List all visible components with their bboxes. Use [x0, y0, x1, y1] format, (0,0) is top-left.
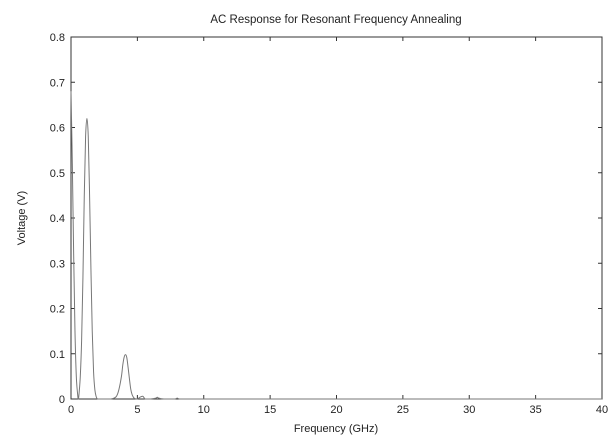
y-axis-label: Voltage (V) [16, 191, 28, 245]
x-tick-label: 20 [330, 404, 342, 416]
x-axis: 0 5 10 15 20 25 30 35 40 [68, 37, 608, 416]
y-tick-label: 0.3 [50, 258, 65, 270]
y-tick-label: 0.8 [50, 32, 65, 44]
y-tick-label: 0.6 [50, 123, 65, 135]
y-axis: 0 0.1 0.2 0.3 0.4 0.5 0.6 0.7 0.8 [50, 32, 602, 406]
y-tick-label: 0.1 [50, 349, 65, 361]
x-tick-label: 0 [68, 404, 74, 416]
series-layer [70, 91, 602, 400]
x-tick-label: 10 [198, 404, 210, 416]
x-tick-label: 5 [134, 404, 140, 416]
y-tick-label: 0.5 [50, 168, 65, 180]
y-tick-label: 0.4 [50, 213, 65, 225]
y-tick-label: 0.2 [50, 304, 65, 316]
x-tick-label: 30 [463, 404, 475, 416]
x-tick-label: 35 [530, 404, 542, 416]
y-tick-label: 0 [59, 394, 65, 406]
x-tick-label: 15 [264, 404, 276, 416]
series-line [70, 91, 602, 400]
y-tick-label: 0.7 [50, 77, 65, 89]
x-axis-label: Frequency (GHz) [294, 423, 378, 435]
x-tick-label: 25 [397, 404, 409, 416]
chart-title: AC Response for Resonant Frequency Annea… [210, 14, 461, 26]
x-tick-label: 40 [596, 404, 608, 416]
